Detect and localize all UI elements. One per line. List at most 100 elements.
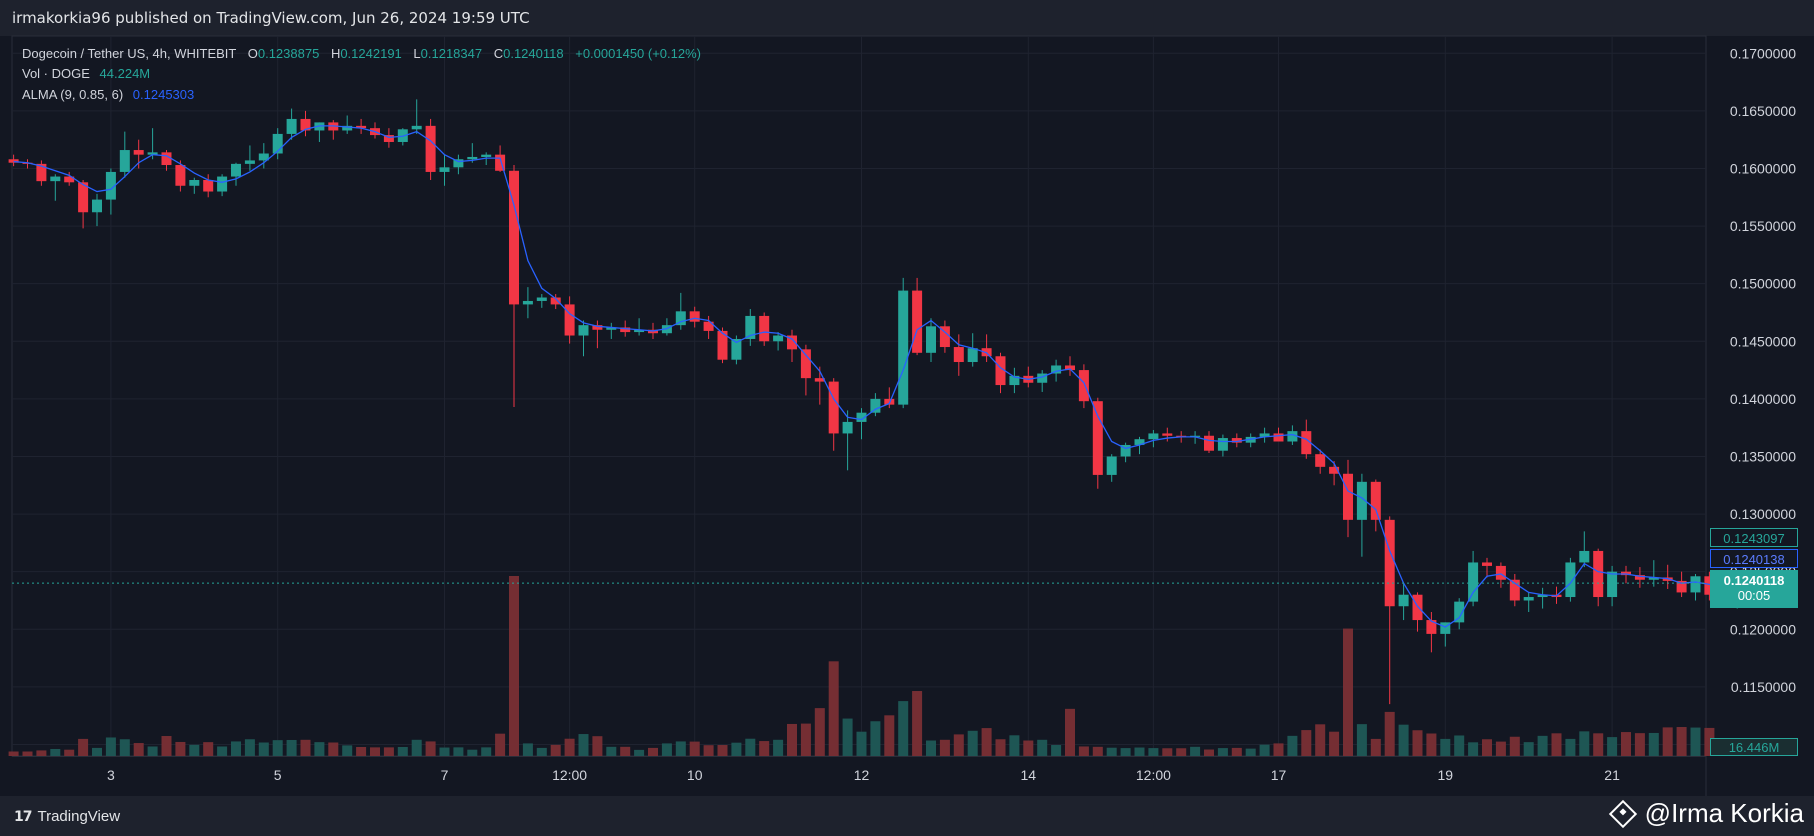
volume-bar — [1204, 749, 1214, 756]
volume-bar — [1440, 738, 1451, 756]
symbol-legend: Dogecoin / Tether US, 4h, WHITEBIT O0.12… — [22, 46, 701, 61]
volume-bar — [1648, 732, 1659, 756]
volume-bar — [105, 737, 116, 756]
candle-body — [1259, 433, 1270, 437]
close-label: C — [493, 46, 504, 61]
volume-bar — [828, 661, 839, 756]
tradingview-icon: 17 — [14, 808, 33, 825]
volume-bar — [634, 749, 645, 756]
y-tick-label: 0.1300000 — [1730, 506, 1796, 522]
candle-body — [1426, 620, 1437, 634]
candle-body — [1273, 433, 1284, 442]
volume-bar — [1092, 746, 1103, 756]
volume-bar — [314, 742, 325, 756]
volume-bar — [453, 747, 464, 756]
volume-bar — [481, 747, 492, 756]
candle-body — [64, 176, 75, 183]
candle-body — [995, 356, 1006, 386]
candle-body — [1468, 562, 1479, 602]
volume-bar — [189, 744, 200, 756]
volume-bar — [78, 738, 89, 756]
candle-body — [78, 182, 89, 213]
candle-body — [244, 160, 255, 164]
candle-body — [1092, 401, 1103, 475]
y-tick-label: 0.1700000 — [1730, 45, 1796, 61]
volume-bar — [397, 747, 408, 756]
y-tick-label: 0.1350000 — [1730, 448, 1796, 464]
candle-body — [509, 170, 519, 305]
alma-label[interactable]: ALMA (9, 0.85, 6) — [22, 87, 124, 102]
volume-bar — [1259, 744, 1270, 756]
candle-body — [105, 171, 116, 200]
bar-countdown: 00:05 — [1737, 588, 1771, 603]
x-tick-label: 21 — [1604, 767, 1620, 783]
symbol-title[interactable]: Dogecoin / Tether US, 4h, WHITEBIT — [22, 46, 237, 61]
volume-bar — [50, 748, 61, 756]
candle-body — [481, 154, 492, 157]
volume-bars — [8, 576, 1715, 756]
candle-body — [147, 152, 158, 155]
time-axis[interactable]: 3 5 7 12:00 10 12 14 12:00 17 19 21 — [107, 767, 1620, 783]
volume-bar — [536, 747, 547, 756]
candle-body — [92, 199, 102, 213]
last-price-tag: 0.1240118 00:05 — [1710, 570, 1798, 608]
volume-bar — [1662, 727, 1673, 756]
volume-bar — [1356, 724, 1367, 756]
candle-body — [884, 398, 895, 405]
volume-bar — [1329, 731, 1340, 756]
volume-bar — [1370, 738, 1381, 756]
candle-body — [1482, 562, 1492, 566]
volume-bar — [717, 745, 728, 756]
candle-body — [842, 421, 853, 434]
candle-body — [1634, 575, 1645, 580]
candle-body — [231, 163, 241, 177]
price-axis[interactable]: 0.1700000 0.1650000 0.1600000 0.1550000 0.15… — [1730, 45, 1796, 752]
volume-bar — [773, 739, 784, 756]
candle-body — [703, 321, 714, 331]
volume-bar — [119, 739, 130, 756]
volume-bar — [995, 739, 1006, 756]
footer-bar — [0, 796, 1814, 836]
volume-label[interactable]: Vol · DOGE — [22, 66, 90, 81]
candle-body — [1398, 594, 1409, 607]
candle-body — [689, 311, 700, 322]
volume-tag: 16.446M — [1710, 738, 1798, 756]
candle-body — [939, 326, 950, 348]
candle-body — [1356, 481, 1367, 520]
volume-bar — [1120, 748, 1131, 756]
tradingview-logo[interactable]: 17 TradingView — [14, 808, 120, 825]
candle-body — [1648, 577, 1659, 580]
volume-bar — [1634, 733, 1645, 756]
volume-bar — [884, 715, 895, 756]
volume-bar — [8, 751, 19, 756]
candle-body — [759, 315, 770, 342]
candle-body — [745, 315, 756, 339]
candle-body — [1009, 375, 1020, 386]
candle-body — [731, 338, 742, 360]
volume-bar — [1245, 748, 1256, 756]
volume-bar — [22, 751, 33, 756]
alma-legend: ALMA (9, 0.85, 6) 0.1245303 — [22, 87, 194, 102]
y-tick-label: 0.1500000 — [1730, 276, 1796, 292]
volume-bar — [383, 747, 394, 756]
volume-bar — [356, 747, 367, 756]
volume-bar — [175, 741, 186, 756]
candle-body — [522, 300, 533, 305]
volume-bar — [620, 746, 631, 756]
candle-body — [953, 347, 964, 363]
volume-bar — [550, 744, 561, 756]
volume-bar — [1551, 733, 1562, 756]
candle-body — [1676, 580, 1687, 593]
candle-body — [1495, 565, 1506, 580]
candle-body — [36, 163, 47, 182]
high-value: 0.1242191 — [340, 46, 402, 61]
volume-bar — [1468, 742, 1479, 756]
volume-bar — [1148, 748, 1159, 756]
candle-body — [1384, 519, 1395, 607]
candle-body — [1106, 456, 1117, 475]
published-bar: irmakorkia96 published on TradingView.co… — [0, 0, 1814, 36]
volume-bar — [1273, 743, 1284, 756]
volume-bar — [1384, 711, 1395, 756]
volume-bar — [661, 743, 672, 756]
